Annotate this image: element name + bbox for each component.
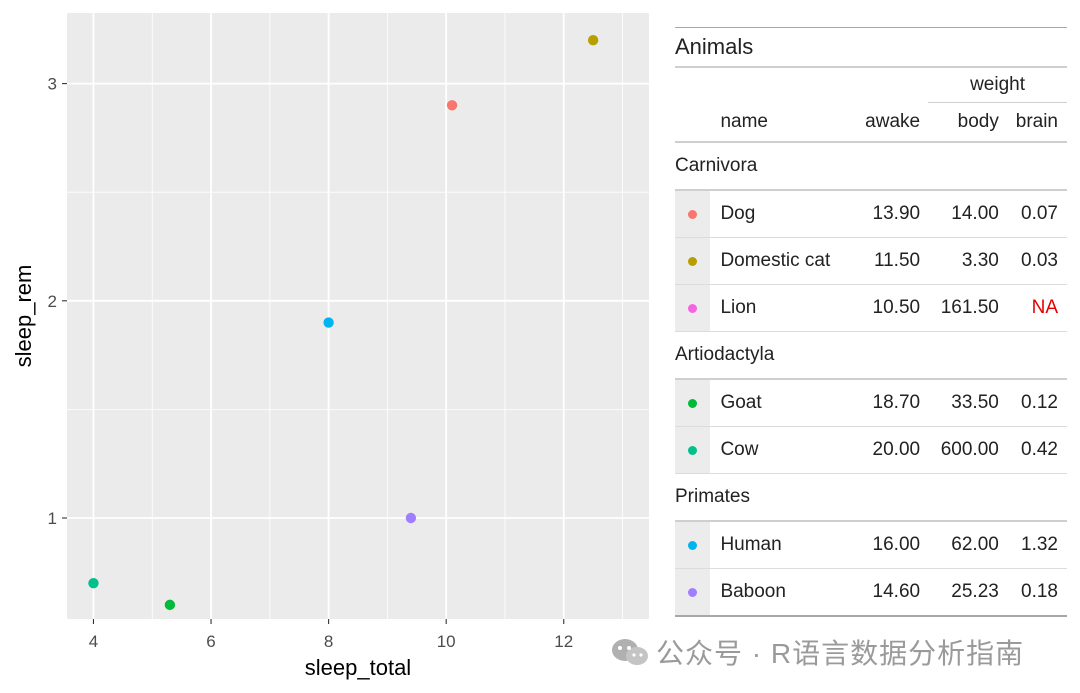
y-axis-label: sleep_rem xyxy=(11,265,36,368)
table-row: Dog 13.90 14.00 0.07 xyxy=(675,190,1067,238)
cell-brain: 0.07 xyxy=(1006,190,1067,238)
color-dot-icon xyxy=(688,210,698,219)
table-row: Goat 18.70 33.50 0.12 xyxy=(675,379,1067,427)
data-point xyxy=(88,577,99,589)
cell-body: 161.50 xyxy=(928,284,1007,332)
cell-brain: 0.03 xyxy=(1006,237,1067,285)
cell-name: Domestic cat xyxy=(710,237,850,285)
cell-body: 62.00 xyxy=(928,521,1007,569)
animals-table-container: Animals weight name awake body brain Car… xyxy=(675,27,1067,617)
cell-name: Goat xyxy=(710,379,850,427)
cell-name: Human xyxy=(710,521,850,569)
color-dot-icon xyxy=(688,257,698,266)
column-header-awake: awake xyxy=(849,102,929,143)
column-header-body: body xyxy=(928,102,1007,143)
x-tick-label: 4 xyxy=(89,632,98,651)
cell-brain: 1.32 xyxy=(1006,521,1067,569)
cell-body: 3.30 xyxy=(928,237,1007,285)
group-label: Artiodactyla xyxy=(675,331,1067,380)
cell-name: Lion xyxy=(710,284,850,332)
y-tick-label: 2 xyxy=(48,292,57,311)
table-row: Domestic cat 11.50 3.30 0.03 xyxy=(675,237,1067,285)
cell-brain: 0.42 xyxy=(1006,426,1067,474)
cell-awake: 20.00 xyxy=(849,426,929,474)
animals-table: Animals weight name awake body brain Car… xyxy=(675,27,1067,617)
group-label: Carnivora xyxy=(675,142,1067,191)
table-row: Baboon 14.60 25.23 0.18 xyxy=(675,568,1067,617)
table-row: Human 16.00 62.00 1.32 xyxy=(675,521,1067,569)
watermark: 公众号 · R语言数据分析指南 xyxy=(610,633,1024,671)
x-tick-label: 8 xyxy=(324,632,333,651)
watermark-text: 公众号 · R语言数据分析指南 xyxy=(656,638,1025,669)
x-axis-label: sleep_total xyxy=(305,655,411,680)
data-point xyxy=(323,317,334,328)
table-title-row: Animals xyxy=(675,27,1067,68)
cell-awake: 11.50 xyxy=(849,237,929,285)
cell-name: Dog xyxy=(710,190,850,238)
spanner-row: weight xyxy=(675,67,1067,103)
cell-awake: 16.00 xyxy=(849,521,929,569)
cell-body: 33.50 xyxy=(928,379,1007,427)
x-tick-label: 10 xyxy=(437,632,456,651)
cell-brain: NA xyxy=(1006,284,1067,332)
cell-awake: 18.70 xyxy=(849,379,929,427)
x-tick-label: 12 xyxy=(554,632,573,651)
cell-name: Baboon xyxy=(710,568,850,617)
table-row: Cow 20.00 600.00 0.42 xyxy=(675,426,1067,474)
data-point xyxy=(446,100,458,111)
cell-name: Cow xyxy=(710,426,850,474)
cell-brain: 0.12 xyxy=(1006,379,1067,427)
column-header-name: name xyxy=(710,102,850,143)
y-tick-label: 1 xyxy=(48,509,57,528)
column-header-row: name awake body brain xyxy=(675,102,1067,143)
table-row: Lion 10.50 161.50 NA xyxy=(675,284,1067,332)
group-row: Primates xyxy=(675,473,1067,522)
wechat-icon xyxy=(612,639,648,665)
cell-awake: 13.90 xyxy=(849,190,929,238)
group-label: Primates xyxy=(675,473,1067,522)
weight-spanner: weight xyxy=(928,67,1067,103)
color-dot-icon xyxy=(688,588,698,597)
cell-awake: 14.60 xyxy=(849,568,929,617)
data-point xyxy=(587,34,599,46)
color-dot-icon xyxy=(688,541,698,550)
cell-body: 14.00 xyxy=(928,190,1007,238)
column-header-brain: brain xyxy=(1006,102,1067,143)
data-point xyxy=(164,599,176,611)
cell-awake: 10.50 xyxy=(849,284,929,332)
y-tick-label: 3 xyxy=(48,75,57,94)
cell-body: 600.00 xyxy=(928,426,1007,474)
color-dot-icon xyxy=(688,399,698,408)
cell-brain: 0.18 xyxy=(1006,568,1067,617)
table-title: Animals xyxy=(675,27,1067,68)
color-dot-icon xyxy=(688,446,698,455)
plot-panel xyxy=(67,13,649,619)
data-point xyxy=(405,512,417,524)
group-row: Carnivora xyxy=(675,142,1067,191)
cell-body: 25.23 xyxy=(928,568,1007,617)
data-points xyxy=(88,34,599,611)
color-dot-icon xyxy=(688,304,698,313)
grid-lines xyxy=(67,13,649,619)
group-row: Artiodactyla xyxy=(675,331,1067,380)
x-tick-label: 6 xyxy=(206,632,215,651)
